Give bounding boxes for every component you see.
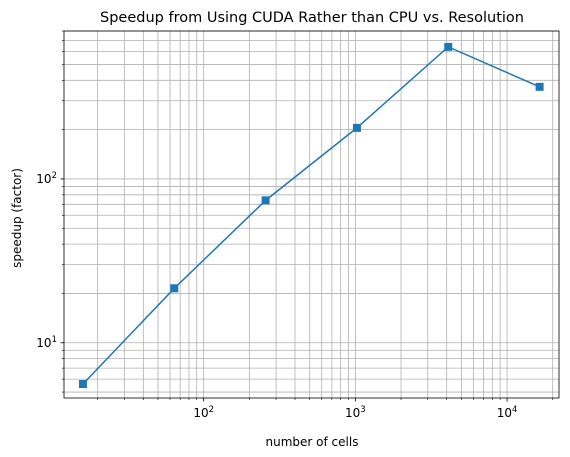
grid-lines [64,30,559,398]
data-point-marker [78,380,87,389]
data-point-marker [444,42,453,51]
x-tick-label: 103 [345,405,366,420]
series-line [82,45,540,385]
x-axis-label: number of cells [266,435,359,449]
data-point-marker [352,123,361,132]
y-tick-label: 102 [36,171,57,186]
x-tick-label: 104 [497,405,518,420]
x-tick-label: 102 [193,405,214,420]
data-point-marker [170,284,179,293]
chart-title: Speedup from Using CUDA Rather than CPU … [100,10,524,26]
y-axis-label: speedup (factor) [10,168,24,268]
data-point-marker [261,196,270,205]
data-point-marker [535,82,544,91]
series-layer [78,42,544,389]
y-tick-label: 101 [36,335,57,350]
tick-marks: 102 103 104 101 102 [36,30,554,420]
plot-frame [63,30,560,399]
axes-frame [63,30,560,399]
